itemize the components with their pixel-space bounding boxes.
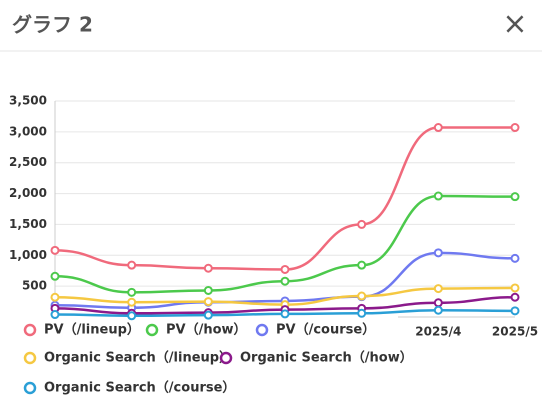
chart: 500 1,000 1,500 2,000 2,500 3,000 3,500 2025/4 2…	[9, 94, 538, 396]
data-point	[127, 260, 137, 270]
y-tick-label: 3,500	[9, 94, 47, 108]
legend-marker	[255, 323, 269, 337]
data-point	[50, 271, 60, 281]
data-point	[510, 306, 520, 316]
data-point	[50, 245, 60, 255]
data-point	[280, 264, 290, 274]
legend-label: PV（/lineup）	[44, 322, 140, 338]
data-point	[510, 292, 520, 302]
data-point	[433, 248, 443, 258]
data-point	[357, 260, 367, 270]
data-point	[50, 292, 60, 302]
legend-label: Organic Search（/lineup）	[44, 350, 232, 366]
x-tick-label: 2025/5	[492, 325, 538, 339]
data-point	[357, 219, 367, 229]
legend-marker	[145, 323, 159, 337]
y-tick-label: 1,500	[9, 217, 47, 231]
data-point	[357, 308, 367, 318]
data-point	[510, 192, 520, 202]
dialog-title: グラフ 2	[12, 13, 93, 37]
data-point	[203, 285, 213, 295]
data-point	[433, 284, 443, 294]
data-point	[203, 297, 213, 307]
data-point	[280, 276, 290, 286]
data-point	[203, 310, 213, 320]
x-tick-label: 2025/4	[415, 325, 461, 339]
data-point	[510, 253, 520, 263]
data-point	[433, 298, 443, 308]
data-point	[127, 287, 137, 297]
y-tick-label: 3,000	[9, 124, 47, 138]
legend-label: Organic Search（/how）	[240, 350, 413, 366]
data-point	[127, 311, 137, 321]
legend-marker	[23, 351, 37, 365]
legend-label: Organic Search（/course）	[44, 380, 235, 396]
y-tick-label: 2,000	[9, 186, 47, 200]
legend-label: PV（/how）	[166, 322, 247, 338]
y-tick-label: 2,500	[9, 155, 47, 169]
close-button[interactable]: ×	[502, 7, 527, 42]
data-point	[280, 309, 290, 319]
data-point	[203, 263, 213, 273]
data-point	[127, 297, 137, 307]
legend-marker	[219, 351, 233, 365]
y-tick-label: 500	[22, 279, 47, 293]
data-point	[510, 123, 520, 133]
data-point	[433, 123, 443, 133]
data-point	[50, 310, 60, 320]
legend-marker	[23, 323, 37, 337]
data-point	[357, 291, 367, 301]
data-point	[433, 191, 443, 201]
data-point	[510, 283, 520, 293]
y-tick-label: 1,000	[9, 248, 47, 262]
legend-marker	[23, 381, 37, 395]
data-point	[433, 305, 443, 315]
legend-label: PV（/course）	[276, 322, 375, 338]
